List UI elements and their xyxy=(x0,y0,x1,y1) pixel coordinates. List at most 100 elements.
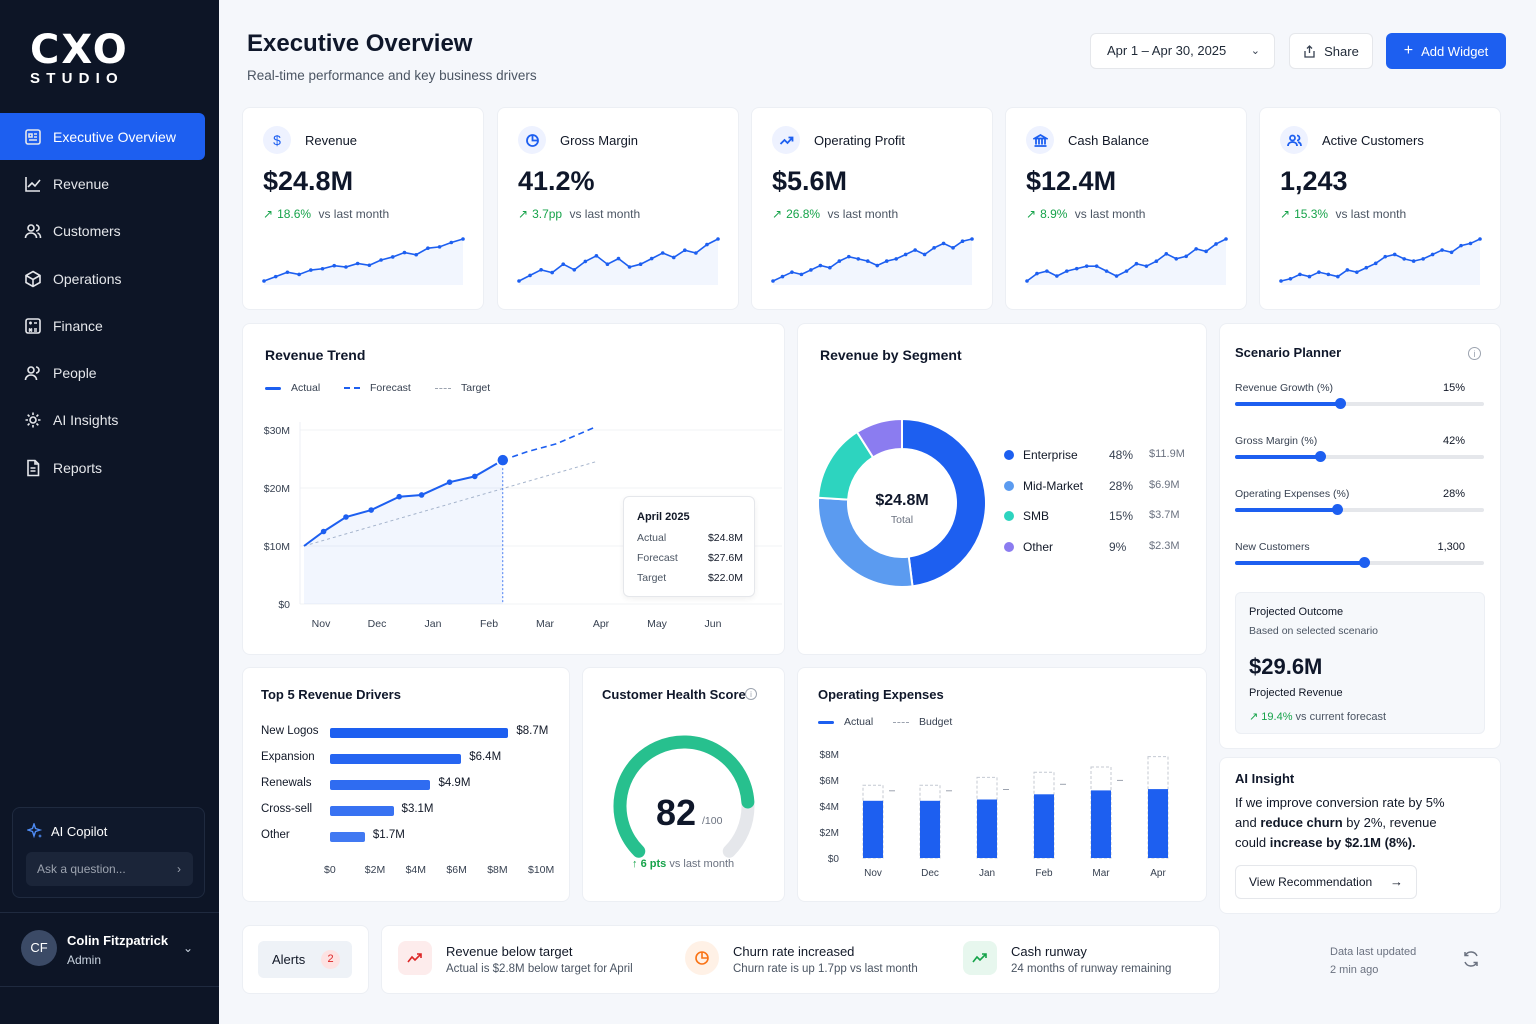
slider-fill xyxy=(1235,455,1320,459)
sidebar-item-finance[interactable]: Finance xyxy=(0,302,219,349)
alert-item[interactable]: Churn rate increased Churn rate is up 1.… xyxy=(685,941,945,981)
scenario-slider[interactable]: New Customers 1,300 xyxy=(1235,541,1485,581)
sparkline-point xyxy=(705,242,709,247)
sparkline-point xyxy=(1184,254,1188,259)
alerts-list xyxy=(381,925,1220,994)
sparkline-point xyxy=(449,240,454,245)
ask-question-input[interactable]: Ask a question... › xyxy=(26,852,193,886)
sparkline-point xyxy=(1074,266,1079,271)
kpi-card-revenue[interactable]: $ Revenue $24.8M ↗ 18.6% vs last month xyxy=(242,107,484,310)
sidebar-item-reports[interactable]: Reports xyxy=(0,444,219,491)
kpi-label: Operating Profit xyxy=(814,132,906,148)
sidebar-item-people[interactable]: People xyxy=(0,349,219,396)
chart-line-icon xyxy=(25,176,41,192)
slider-knob[interactable] xyxy=(1334,398,1346,409)
x-tick-label: Feb xyxy=(480,618,498,630)
sparkline-point xyxy=(605,262,610,266)
slider-knob[interactable] xyxy=(1332,504,1344,515)
add-widget-button[interactable]: + Add Widget xyxy=(1386,33,1506,69)
alert-item[interactable]: Revenue below target Actual is $2.8M bel… xyxy=(398,941,668,981)
sparkline-point xyxy=(583,259,588,264)
sidebar-item-ai-insights[interactable]: AI Insights xyxy=(0,397,219,444)
sparkline-line xyxy=(772,238,973,282)
sparkline-point xyxy=(1104,269,1109,273)
kpi-card-operating-profit[interactable]: Operating Profit $5.6M ↗ 26.8% vs last mo… xyxy=(751,107,993,310)
info-icon[interactable]: i xyxy=(1468,347,1481,360)
slider-knob[interactable] xyxy=(1359,557,1371,568)
sparkline-point xyxy=(1336,274,1340,279)
kpi-card-gross-margin[interactable]: Gross Margin 41.2% ↗ 3.7pp vs last month xyxy=(497,107,739,310)
sidebar-item-revenue[interactable]: Revenue xyxy=(0,160,219,207)
sparkline-point xyxy=(461,237,465,241)
scenario-slider[interactable]: Gross Margin (%) 42% xyxy=(1235,435,1485,475)
sparkline-area xyxy=(773,239,972,285)
sparkline-point xyxy=(517,279,521,283)
actual-bar xyxy=(1148,789,1168,858)
segment-legend-row: Enterprise 48% $11.9M xyxy=(1004,447,1186,478)
chevron-down-icon[interactable]: ⌄ xyxy=(182,941,193,955)
slider-knob[interactable] xyxy=(1314,451,1326,462)
sidebar-item-executive-overview[interactable]: Executive Overview xyxy=(0,113,205,161)
operating-expenses-title: Operating Expenses xyxy=(818,687,944,702)
sparkline-point xyxy=(1421,257,1425,261)
kpi-card-cash-balance[interactable]: Cash Balance $12.4M ↗ 8.9% vs last month xyxy=(1005,107,1247,310)
sparkline-point xyxy=(627,265,632,269)
tooltip-row: Target $22.0M xyxy=(637,572,743,584)
alert-description: 24 months of runway remaining xyxy=(1011,963,1172,975)
scenario-slider[interactable]: Revenue Growth (%) 15% xyxy=(1235,382,1485,422)
view-recommendation-button[interactable]: View Recommendation → xyxy=(1235,865,1417,899)
sparkline-point xyxy=(828,265,832,270)
driver-row: Renewals $4.9M xyxy=(261,777,561,791)
hover-point xyxy=(496,453,510,467)
sparkle-icon xyxy=(27,823,43,839)
sparkline-point xyxy=(1194,247,1198,251)
slider-track[interactable] xyxy=(1235,504,1484,515)
sparkline-point xyxy=(1411,259,1416,263)
sparkline-point xyxy=(572,268,577,272)
sparkline-line xyxy=(1280,238,1481,282)
segment-legend: Enterprise 48% $11.9M Mid-Market 28% $6.9M SMB… xyxy=(1004,447,1186,569)
info-icon[interactable]: i xyxy=(745,688,757,700)
page-subtitle: Real-time performance and key business d… xyxy=(247,68,537,83)
tooltip-row: Actual $24.8M xyxy=(637,532,743,544)
segment-amount: $3.7M xyxy=(1149,509,1180,521)
sparkline-point xyxy=(903,252,908,257)
last-updated-label: Data last updated xyxy=(1330,946,1417,958)
date-range-value: Apr 1 – Apr 30, 2025 xyxy=(1107,43,1227,58)
sparkline-point xyxy=(528,273,532,278)
slider-track[interactable] xyxy=(1235,557,1484,568)
user-profile[interactable]: CF Colin Fitzpatrick Admin ⌄ xyxy=(21,929,201,971)
sparkline-point xyxy=(1449,250,1454,255)
sparkline-point xyxy=(649,256,654,261)
scenario-slider[interactable]: Operating Expenses (%) 28% xyxy=(1235,488,1485,528)
sidebar-item-operations[interactable]: Operations xyxy=(0,255,219,302)
kpi-delta: ↗ 3.7pp vs last month xyxy=(518,207,640,221)
logo[interactable]: CXO STUDIO xyxy=(30,30,140,87)
x-tick-label: $0 xyxy=(324,864,336,876)
refresh-icon[interactable] xyxy=(1462,950,1480,968)
sparkline-point xyxy=(913,248,917,252)
sparkline-point xyxy=(1298,272,1302,277)
last-updated-time: 2 min ago xyxy=(1330,964,1379,976)
slider-track[interactable] xyxy=(1235,451,1484,462)
legend-swatch xyxy=(818,720,834,724)
chevron-right-icon[interactable]: › xyxy=(177,862,181,876)
date-range-picker[interactable]: Apr 1 – Apr 30, 2025 ⌄ xyxy=(1090,33,1275,69)
y-tick-label: $0 xyxy=(278,599,290,611)
segment-amount: $2.3M xyxy=(1149,539,1180,552)
share-button[interactable]: Share xyxy=(1289,33,1373,69)
revenue-trend-chart: $30M $20M $10M $0 Nov Dec Jan Feb Mar Apr May Jun xyxy=(264,422,782,630)
sparkline-point xyxy=(1364,265,1369,270)
x-tick-label: $2M xyxy=(364,864,386,876)
kpi-card-active-customers[interactable]: Active Customers 1,243 ↗ 15.3% vs last mo… xyxy=(1259,107,1501,310)
kpi-value: $12.4M xyxy=(1026,166,1117,196)
alerts-button[interactable]: Alerts 2 xyxy=(258,941,352,978)
revenue-trend-card xyxy=(242,323,785,655)
sidebar-item-label: Operations xyxy=(53,270,122,287)
sidebar-item-customers[interactable]: Customers xyxy=(0,208,219,255)
scenario-planner-title: Scenario Planner xyxy=(1235,345,1342,360)
sparkline-point xyxy=(951,246,955,250)
slider-track[interactable] xyxy=(1235,398,1484,409)
alert-item[interactable]: Cash runway 24 months of runway remainin… xyxy=(963,941,1203,981)
kpi-delta: ↗ 15.3% vs last month xyxy=(1280,207,1406,221)
